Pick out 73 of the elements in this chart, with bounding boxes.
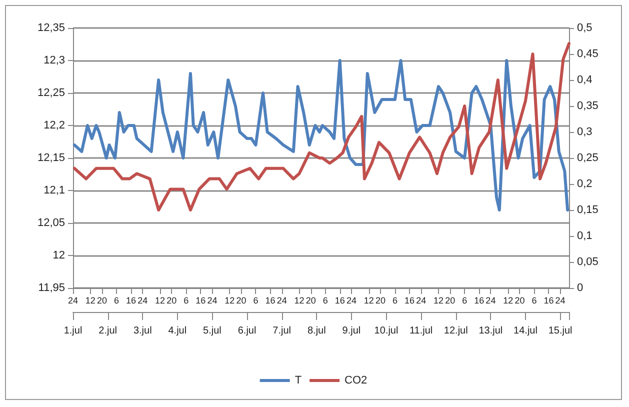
x-tick-label: 16 [196,296,206,306]
y-tick-label: 12 [52,250,65,262]
legend-label: CO2 [344,374,368,386]
x-tick-label: 16 [474,296,484,306]
x-tick-label: 12 [364,296,374,306]
x-tick-label: 24 [416,296,426,306]
x2-tick-label: 12.jul [444,326,468,336]
legend-label: T [294,374,302,386]
x2-tick-label: 8.jul [307,326,326,336]
x-tick-label: 16 [265,296,276,306]
y2-tick-label: 0,25 [577,152,598,164]
x-tick-label: 12 [503,296,514,306]
x-tick-label: 6 [532,296,537,306]
y2-tick-label: 0,05 [577,256,598,268]
x2-tick-label: 4.jul [168,326,187,336]
y2-tick-label: 0 [577,282,584,294]
x-tick-label: 16 [126,296,136,306]
x-tick-label: 16 [404,296,414,306]
x-tick-label: 20 [236,296,246,306]
x-tick-label: 6 [392,296,398,306]
x-tick-label: 16 [334,296,345,306]
x2-tick-label: 14.jul [514,326,538,336]
y2-tick-label: 0,45 [577,48,598,60]
y2-tick-label: 0,5 [577,22,592,34]
y2-tick-label: 0,2 [577,178,592,190]
x-tick-label: 20 [166,296,177,306]
x-tick-label: 16 [544,296,554,306]
x2-tick-label: 9.jul [342,326,361,336]
x2-tick-label: 10.jul [374,326,398,336]
x-tick-label: 12 [155,296,166,306]
y-tick-label: 12,15 [37,152,65,164]
x-tick-label: 12 [224,296,235,306]
x2-tick-label: 11.jul [409,326,433,336]
y-tick-label: 12,3 [44,54,65,66]
x-tick-label: 24 [68,296,78,306]
x-tick-label: 6 [253,296,258,306]
y-tick-label: 11,95 [38,282,65,294]
y-tick-label: 12,05 [37,217,65,229]
x-tick-label: 20 [97,296,108,306]
y2-tick-label: 0,15 [577,204,598,216]
x2-tick-label: 3.jul [133,326,152,336]
x-tick-label: 12 [433,296,444,306]
y2-tick-label: 0,3 [577,126,592,138]
x-tick-label: 6 [114,296,120,306]
x-tick-label: 24 [486,296,496,306]
y-tick-label: 12,2 [44,120,65,132]
x2-tick-label: 2.jul [98,326,117,336]
x-tick-label: 20 [375,296,386,306]
x-tick-label: 24 [555,296,566,306]
x-tick-label: 20 [306,296,316,306]
x-tick-label: 20 [514,296,525,306]
y-tick-label: 12,35 [37,22,65,34]
x-tick-label: 6 [462,296,468,306]
x-tick-label: 24 [276,296,287,306]
x2-tick-label: 6.jul [238,326,256,336]
x-tick-label: 12 [294,296,304,306]
x2-tick-label: 7.jul [272,326,292,336]
x-tick-label: 6 [322,296,328,306]
x-tick-label: 12 [85,296,96,306]
x-tick-label: 20 [445,296,456,306]
y2-tick-label: 0,1 [577,230,592,242]
x2-tick-label: 5.jul [203,326,222,336]
x-tick-label: 24 [138,296,148,306]
y2-tick-label: 0,4 [577,74,592,86]
x-tick-label: 6 [184,296,189,306]
x2-tick-label: 15.jul [548,326,572,336]
x-tick-label: 24 [346,296,356,306]
x2-tick-label: 13.jul [478,326,503,336]
x-tick-label: 24 [207,296,218,306]
y-tick-label: 12,1 [44,184,65,196]
x2-tick-label: 1.jul [64,326,82,336]
y2-tick-label: 0,35 [577,100,598,112]
y-tick-label: 12,25 [37,87,65,99]
